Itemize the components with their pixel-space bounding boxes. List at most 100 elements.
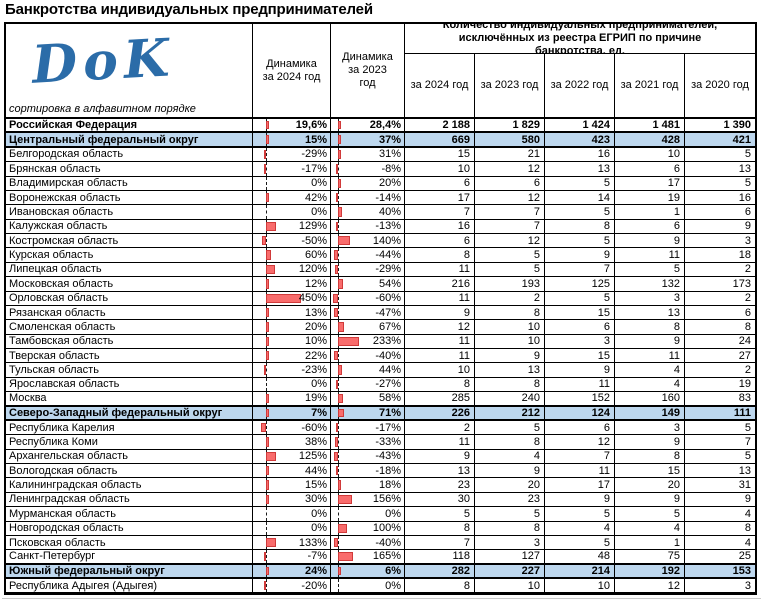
dynamics-2023-cell: 6% [331, 564, 405, 577]
count-cell: 9 [744, 220, 751, 233]
count-cell: 7 [475, 205, 545, 219]
databar-axis-line [338, 248, 339, 262]
count-cell: 11 [405, 349, 475, 363]
databar [266, 121, 269, 130]
region-name-cell: Москва [6, 392, 253, 405]
dynamics-value: 140% [372, 234, 401, 247]
count-cell: 31 [738, 479, 751, 492]
databar-axis-line [338, 291, 339, 305]
count-cell: 10 [475, 579, 545, 593]
dynamics-value: 71% [378, 406, 401, 419]
count-cell: 6 [545, 420, 615, 435]
databar [334, 537, 338, 548]
databar [263, 164, 266, 174]
table-row: Костромская область -50% 140% 6 12 5 9 3 [6, 234, 755, 249]
count-cell: 5 [615, 262, 685, 277]
dynamics-2024-cell: 120% [253, 262, 331, 277]
databar-axis-line [338, 464, 339, 478]
dynamics-2024-cell: 24% [253, 564, 331, 577]
count-cell: 5 [545, 234, 615, 248]
dynamics-value: 450% [298, 292, 327, 305]
count-cell: 132 [615, 277, 685, 291]
databar-axis-line [266, 176, 267, 190]
databar-axis-line [338, 535, 339, 550]
dynamics-2024-cell: -23% [253, 363, 331, 377]
databar [335, 422, 338, 433]
databar-axis-line [338, 435, 339, 449]
count-cell: 12 [475, 234, 545, 248]
dynamics-2024-cell: 129% [253, 219, 331, 233]
table-row: Архангельская область 125% -43% 9 4 7 8 5 [6, 449, 755, 464]
region-name-cell: Московская область [6, 277, 253, 291]
header-year-2022: за 2022 год [545, 54, 615, 117]
logo-cell: DoK сортировка в алфавитном порядке [6, 24, 253, 117]
dynamics-2023-cell: 54% [331, 277, 405, 291]
dynamics-2023-cell: 20% [331, 176, 405, 190]
count-cell: 10 [545, 579, 615, 593]
dynamics-2023-cell: -43% [331, 449, 405, 463]
dynamics-value: 40% [378, 205, 401, 218]
dynamics-2024-cell: 13% [253, 305, 331, 320]
dynamics-value: 67% [378, 320, 401, 333]
region-name-cell: Архангельская область [6, 449, 253, 463]
databar [266, 494, 269, 505]
count-cell: 8 [744, 320, 751, 333]
count-cell: 4 [615, 377, 685, 392]
count-cell: 127 [475, 550, 545, 563]
dynamics-2023-cell: -18% [331, 464, 405, 478]
count-cell: 5 [405, 507, 475, 521]
count-cell: 5 [615, 507, 685, 521]
dynamics-2024-cell: -17% [253, 162, 331, 176]
count-cell: 160 [615, 392, 685, 405]
header-year-2023: за 2023 год [475, 54, 545, 117]
dynamics-2023-cell: 165% [331, 550, 405, 563]
count-cell: 9 [545, 248, 615, 262]
count-cell: 21 [475, 147, 545, 162]
dynamics-2024-cell: 20% [253, 320, 331, 334]
dynamics-value: -20% [301, 579, 327, 592]
count-cell: 5 [475, 420, 545, 435]
databar [266, 451, 276, 461]
count-cell: 153 [732, 564, 751, 577]
count-cell: 212 [475, 406, 545, 419]
count-cell: 75 [615, 550, 685, 563]
count-cell: 1 [615, 205, 685, 219]
dynamics-2023-cell: 40% [331, 205, 405, 219]
count-cell: 83 [738, 392, 751, 405]
count-cell: 227 [475, 564, 545, 577]
count-cell: 5 [475, 507, 545, 521]
table-row: Тульская область -23% 44% 10 13 9 4 2 [6, 363, 755, 378]
dynamics-2023-cell: 140% [331, 234, 405, 248]
region-name-cell: Мурманская область [6, 507, 253, 521]
dynamics-value: 42% [304, 191, 327, 204]
dynamics-value: 24% [304, 564, 327, 577]
dynamics-value: -23% [301, 364, 327, 377]
count-cell: 17 [405, 190, 475, 205]
dynamics-value: -47% [375, 306, 401, 319]
dynamics-2023-cell: 67% [331, 320, 405, 334]
databar [266, 394, 269, 403]
count-cell: 5 [744, 148, 751, 161]
dynamics-value: 20% [378, 177, 401, 190]
databar-axis-line [338, 579, 339, 593]
region-name-cell: Тульская область [6, 363, 253, 377]
dynamics-value: 60% [304, 249, 327, 262]
dynamics-value: 7% [311, 406, 327, 419]
dynamics-2023-cell: -14% [331, 190, 405, 205]
databar [333, 307, 338, 318]
count-cell: 3 [744, 234, 751, 247]
dynamics-2023-cell: 100% [331, 521, 405, 535]
databar-axis-line [338, 377, 339, 392]
databar [338, 552, 353, 561]
table-row: Южный федеральный округ 24% 6% 282 227 214 192… [6, 564, 755, 579]
table-row: Рязанская область 13% -47% 9 8 15 13 6 [6, 305, 755, 321]
header-quantity-group: Количество индивидуальных предпринимател… [405, 24, 755, 54]
count-cell: 5 [545, 205, 615, 219]
databar [262, 236, 266, 246]
table-row: Тверская область 22% -40% 11 9 15 11 27 [6, 349, 755, 364]
databar-axis-line [266, 363, 267, 377]
dynamics-value: -40% [375, 536, 401, 549]
page-title: Банкротства индивидуальных предпринимате… [5, 1, 373, 18]
region-name-cell: Белгородская область [6, 147, 253, 162]
count-cell: 30 [405, 492, 475, 507]
